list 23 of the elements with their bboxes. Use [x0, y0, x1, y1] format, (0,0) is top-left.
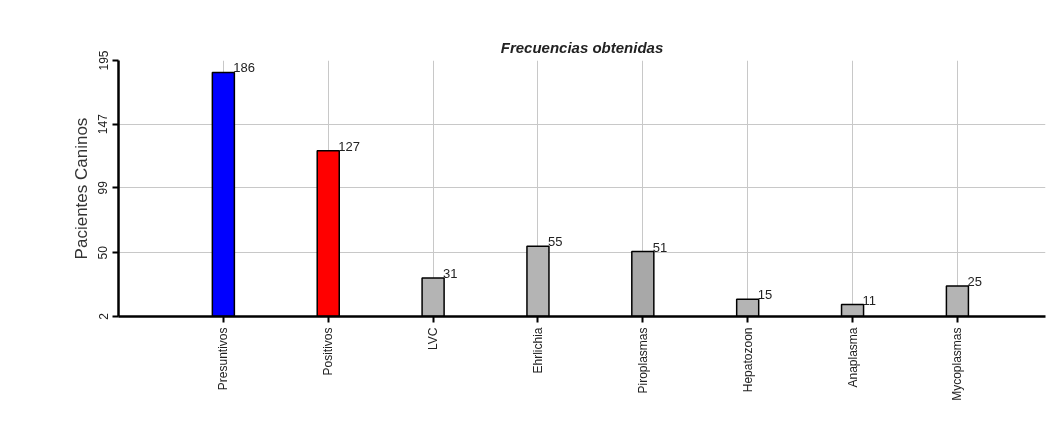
x-tick-label: Presuntivos [216, 327, 231, 391]
y-tick-label: 99 [96, 180, 111, 195]
x-tick-label: LVC [426, 327, 441, 350]
data-label: 55 [547, 234, 563, 250]
x-tick-label: Hepatozoon [740, 327, 755, 393]
data-label: 186 [233, 60, 256, 76]
data-label: 127 [338, 138, 360, 154]
x-tick-label: Positivos [321, 327, 336, 376]
data-label: 31 [443, 266, 458, 282]
y-tick-label: 147 [96, 113, 111, 135]
x-tick-label: Piroplasmas [635, 327, 650, 394]
y-tick-label: 2 [96, 312, 111, 320]
x-tick-label: Mycoplasmas [950, 327, 965, 401]
data-label: 11 [862, 292, 877, 308]
x-tick-label: Ehrlichia [530, 327, 545, 374]
y-tick-label: 50 [96, 245, 111, 260]
data-label: 51 [652, 239, 668, 255]
chart-title: Frecuencias obtenidas [500, 38, 664, 56]
x-tick-label: Anaplasma [845, 327, 860, 388]
data-label: 15 [757, 287, 773, 303]
data-label: 25 [967, 273, 982, 289]
y-axis-title: Pacientes Caninos [71, 117, 91, 260]
y-tick-label: 195 [96, 50, 111, 71]
